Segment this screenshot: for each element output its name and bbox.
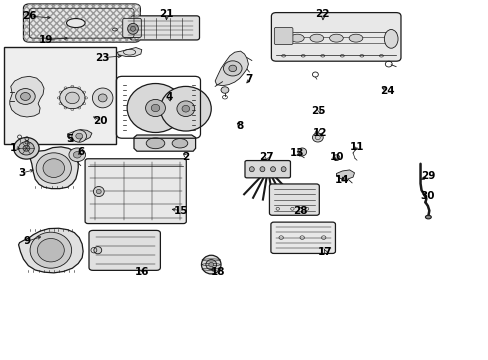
FancyBboxPatch shape xyxy=(85,159,186,224)
Ellipse shape xyxy=(205,260,216,270)
Text: 29: 29 xyxy=(420,171,434,181)
Ellipse shape xyxy=(96,189,101,194)
FancyBboxPatch shape xyxy=(244,161,290,178)
Ellipse shape xyxy=(146,138,164,149)
Ellipse shape xyxy=(43,159,64,177)
FancyBboxPatch shape xyxy=(274,27,292,45)
FancyBboxPatch shape xyxy=(23,4,140,42)
Text: 11: 11 xyxy=(349,142,364,152)
Ellipse shape xyxy=(19,142,34,155)
Text: 12: 12 xyxy=(312,128,327,138)
Polygon shape xyxy=(336,170,354,179)
Ellipse shape xyxy=(72,130,86,142)
FancyBboxPatch shape xyxy=(122,18,141,37)
Text: 15: 15 xyxy=(173,206,188,216)
Ellipse shape xyxy=(60,87,85,109)
Text: 8: 8 xyxy=(236,121,243,131)
Ellipse shape xyxy=(228,65,236,72)
Text: 30: 30 xyxy=(420,191,434,201)
Ellipse shape xyxy=(23,145,30,151)
Ellipse shape xyxy=(127,84,183,132)
Ellipse shape xyxy=(14,138,39,159)
Polygon shape xyxy=(117,48,142,57)
Text: 6: 6 xyxy=(77,147,84,157)
Ellipse shape xyxy=(297,148,306,156)
Ellipse shape xyxy=(177,101,194,117)
Ellipse shape xyxy=(290,34,304,42)
Text: 17: 17 xyxy=(317,247,332,257)
Text: 13: 13 xyxy=(289,148,304,158)
Ellipse shape xyxy=(260,167,264,172)
Ellipse shape xyxy=(127,23,138,34)
Text: 16: 16 xyxy=(134,267,149,277)
Polygon shape xyxy=(29,147,78,189)
Ellipse shape xyxy=(384,30,397,48)
Text: 14: 14 xyxy=(334,175,349,185)
Text: 26: 26 xyxy=(22,11,37,21)
Polygon shape xyxy=(10,76,44,117)
Polygon shape xyxy=(19,228,83,273)
Ellipse shape xyxy=(145,99,165,117)
Ellipse shape xyxy=(309,34,323,42)
Ellipse shape xyxy=(73,152,81,158)
Text: 1: 1 xyxy=(10,143,17,153)
Text: 21: 21 xyxy=(159,9,173,19)
Ellipse shape xyxy=(94,247,102,254)
Text: 27: 27 xyxy=(259,152,273,162)
Polygon shape xyxy=(67,130,92,141)
Text: 9: 9 xyxy=(23,236,30,246)
Ellipse shape xyxy=(249,167,254,172)
Ellipse shape xyxy=(36,153,71,183)
Ellipse shape xyxy=(348,34,362,42)
Ellipse shape xyxy=(270,167,275,172)
Polygon shape xyxy=(134,135,195,151)
Text: 7: 7 xyxy=(245,74,253,84)
Ellipse shape xyxy=(425,215,430,219)
Ellipse shape xyxy=(16,89,35,104)
Ellipse shape xyxy=(65,92,79,104)
FancyBboxPatch shape xyxy=(270,222,335,253)
Ellipse shape xyxy=(69,148,85,162)
Ellipse shape xyxy=(37,238,64,262)
Ellipse shape xyxy=(172,139,187,148)
Text: 10: 10 xyxy=(329,152,344,162)
Ellipse shape xyxy=(201,255,221,274)
Text: 28: 28 xyxy=(293,206,307,216)
Ellipse shape xyxy=(208,262,213,267)
Ellipse shape xyxy=(92,88,113,108)
Text: 2: 2 xyxy=(182,152,189,162)
FancyBboxPatch shape xyxy=(130,16,199,40)
Ellipse shape xyxy=(76,133,82,139)
Ellipse shape xyxy=(312,133,323,142)
Ellipse shape xyxy=(66,18,85,27)
Ellipse shape xyxy=(93,186,104,197)
Ellipse shape xyxy=(223,61,242,76)
Ellipse shape xyxy=(332,155,339,161)
Ellipse shape xyxy=(130,26,135,31)
Text: 25: 25 xyxy=(311,105,325,116)
Polygon shape xyxy=(215,51,248,86)
Ellipse shape xyxy=(160,86,211,131)
Text: 20: 20 xyxy=(93,116,107,126)
Ellipse shape xyxy=(329,34,343,42)
Ellipse shape xyxy=(182,105,189,112)
Text: 4: 4 xyxy=(164,92,172,102)
Bar xyxy=(4,47,116,144)
Text: 18: 18 xyxy=(210,267,224,277)
Ellipse shape xyxy=(20,93,30,100)
FancyBboxPatch shape xyxy=(269,184,319,215)
FancyBboxPatch shape xyxy=(89,230,160,270)
Ellipse shape xyxy=(98,94,107,102)
Text: 19: 19 xyxy=(39,35,54,45)
FancyBboxPatch shape xyxy=(271,13,400,61)
Text: 22: 22 xyxy=(315,9,329,19)
Ellipse shape xyxy=(151,104,160,112)
Text: 24: 24 xyxy=(380,86,394,96)
Ellipse shape xyxy=(30,232,71,268)
Ellipse shape xyxy=(221,87,228,93)
Text: 3: 3 xyxy=(19,168,25,178)
Ellipse shape xyxy=(281,167,285,172)
Text: 5: 5 xyxy=(66,134,73,144)
Text: 23: 23 xyxy=(95,53,110,63)
